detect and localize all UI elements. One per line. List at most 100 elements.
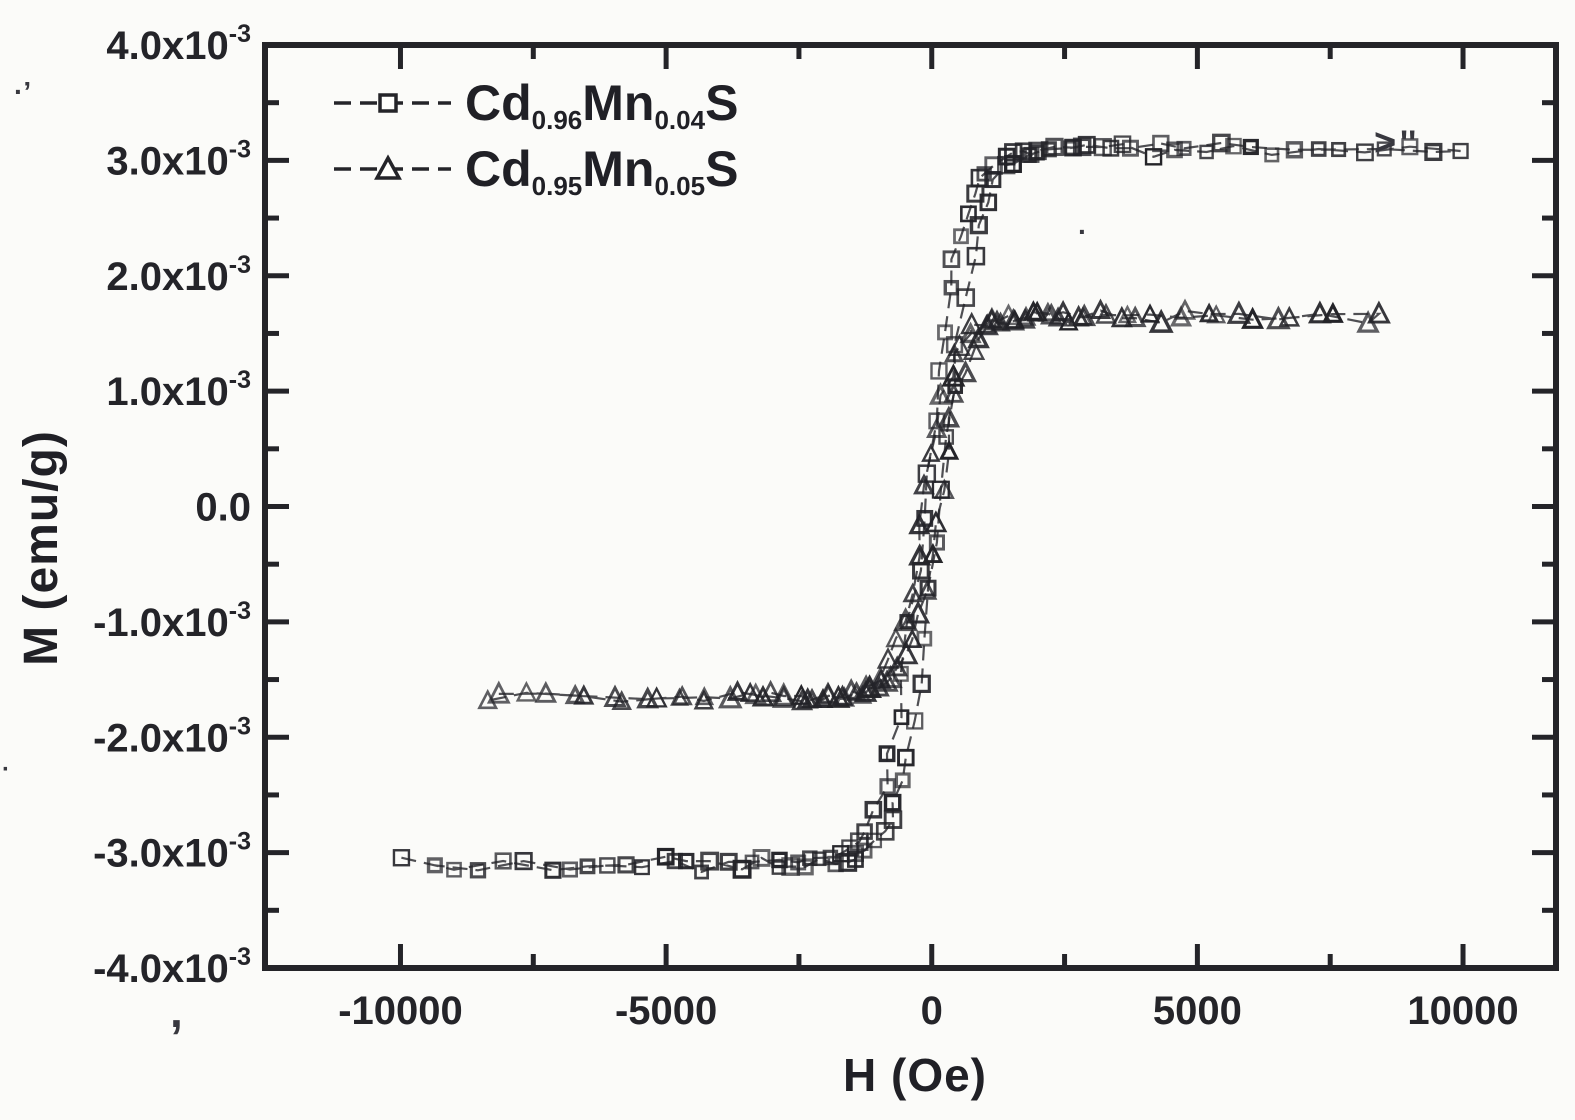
triangle-marker	[1307, 300, 1332, 324]
triangle-marker	[967, 326, 990, 349]
square-marker	[1310, 141, 1327, 157]
y-tick-label: -3.0x10-3	[93, 828, 251, 876]
square-marker	[883, 810, 903, 829]
x-tick-label: 10000	[1407, 989, 1518, 1033]
triangle-marker	[603, 684, 627, 707]
square-marker	[1376, 141, 1392, 157]
triangle-marker	[876, 646, 900, 669]
triangle-marker	[870, 668, 892, 689]
y-tick-label: 3.0x10-3	[106, 135, 251, 183]
square-marker	[966, 184, 985, 203]
triangle-marker	[1198, 302, 1220, 323]
square-marker	[841, 839, 859, 857]
square-marker	[937, 324, 954, 341]
legend-triangle-marker-icon	[374, 154, 402, 180]
triangle-marker	[893, 606, 919, 632]
square-marker	[984, 156, 1003, 175]
triangle-marker	[1321, 301, 1344, 323]
square-marker	[894, 772, 911, 789]
square-marker	[494, 852, 512, 870]
scan-artifact: ·	[1078, 216, 1088, 247]
formula-subscript: 0.96	[531, 105, 583, 136]
triangle-marker	[953, 359, 978, 383]
triangle-marker	[894, 640, 919, 665]
square-marker	[960, 205, 977, 223]
square-marker	[1356, 143, 1374, 162]
scan-artifact: ''	[1400, 124, 1417, 162]
triangle-marker	[671, 684, 693, 706]
triangle-marker	[693, 689, 715, 710]
formula-text: S	[705, 141, 739, 197]
formula-text: Cd	[465, 75, 532, 131]
square-marker	[1331, 141, 1347, 158]
y-tick-label: 4.0x10-3	[106, 20, 251, 68]
square-marker	[771, 851, 788, 869]
y-axis-title: M (emu/g)	[15, 430, 68, 666]
triangle-marker	[1095, 302, 1117, 324]
scan-artifact: ,	[170, 985, 183, 1037]
formula-subscript: 0.95	[531, 171, 583, 202]
triangle-marker	[902, 582, 924, 603]
triangle-marker	[937, 405, 961, 428]
series-line	[487, 309, 1382, 703]
y-tick-label: -2.0x10-3	[93, 712, 251, 760]
square-marker	[897, 748, 915, 767]
x-tick-label: 0	[921, 989, 943, 1033]
square-marker	[656, 847, 675, 866]
legend-glyph-triangle	[334, 154, 451, 180]
triangle-marker	[515, 680, 538, 702]
legend-item-cd096mn004s: Cd0.96Mn0.04S	[330, 70, 738, 136]
triangle-marker	[1173, 298, 1197, 320]
scan-artifact: ·	[2, 756, 10, 783]
triangle-marker	[1026, 300, 1049, 322]
triangle-marker	[922, 542, 944, 564]
square-marker	[579, 858, 596, 875]
square-marker	[1144, 148, 1163, 166]
triangle-marker	[726, 679, 749, 701]
triangle-marker	[916, 579, 938, 600]
legend-square-marker-icon	[378, 93, 398, 113]
square-marker	[514, 851, 533, 871]
triangle-marker	[1067, 304, 1090, 327]
formula-text: Cd	[465, 141, 532, 197]
square-marker	[878, 745, 896, 763]
square-marker	[1242, 138, 1259, 156]
square-marker	[617, 856, 635, 874]
square-marker	[1064, 138, 1082, 157]
square-marker	[912, 674, 931, 693]
square-marker	[544, 861, 562, 879]
triangle-marker	[924, 510, 948, 533]
series-squares	[392, 133, 1469, 880]
square-marker	[790, 854, 807, 871]
triangle-marker	[962, 338, 986, 360]
square-marker	[446, 861, 462, 878]
triangle-marker	[1014, 307, 1036, 329]
square-marker	[930, 362, 948, 380]
y-tick-label: 1.0x10-3	[106, 366, 251, 414]
x-axis-title: H (Oe)	[843, 1049, 987, 1101]
square-marker	[1225, 137, 1242, 155]
square-marker	[1264, 147, 1280, 163]
square-marker	[966, 246, 986, 266]
triangle-marker	[1148, 308, 1174, 333]
square-marker	[1045, 137, 1064, 157]
legend-item-cd095mn005s: Cd0.95Mn0.05S	[330, 136, 738, 202]
formula-text: S	[705, 75, 739, 131]
square-marker	[1072, 137, 1092, 157]
square-marker	[969, 216, 988, 235]
triangle-marker	[960, 311, 984, 335]
y-tick-label: 0.0	[195, 486, 251, 530]
square-marker	[893, 709, 910, 726]
triangle-marker	[636, 686, 660, 709]
scan-artifact: >	[1374, 122, 1397, 164]
triangle-marker	[901, 628, 923, 648]
square-marker	[1401, 138, 1419, 156]
square-marker	[856, 823, 873, 840]
triangle-marker	[921, 443, 941, 462]
triangle-marker	[1004, 308, 1025, 329]
chart-legend: Cd0.96Mn0.04S Cd0.95Mn0.05S	[330, 70, 738, 202]
triangle-marker	[1037, 301, 1059, 322]
triangle-marker	[1139, 303, 1161, 323]
triangle-marker	[564, 683, 586, 705]
